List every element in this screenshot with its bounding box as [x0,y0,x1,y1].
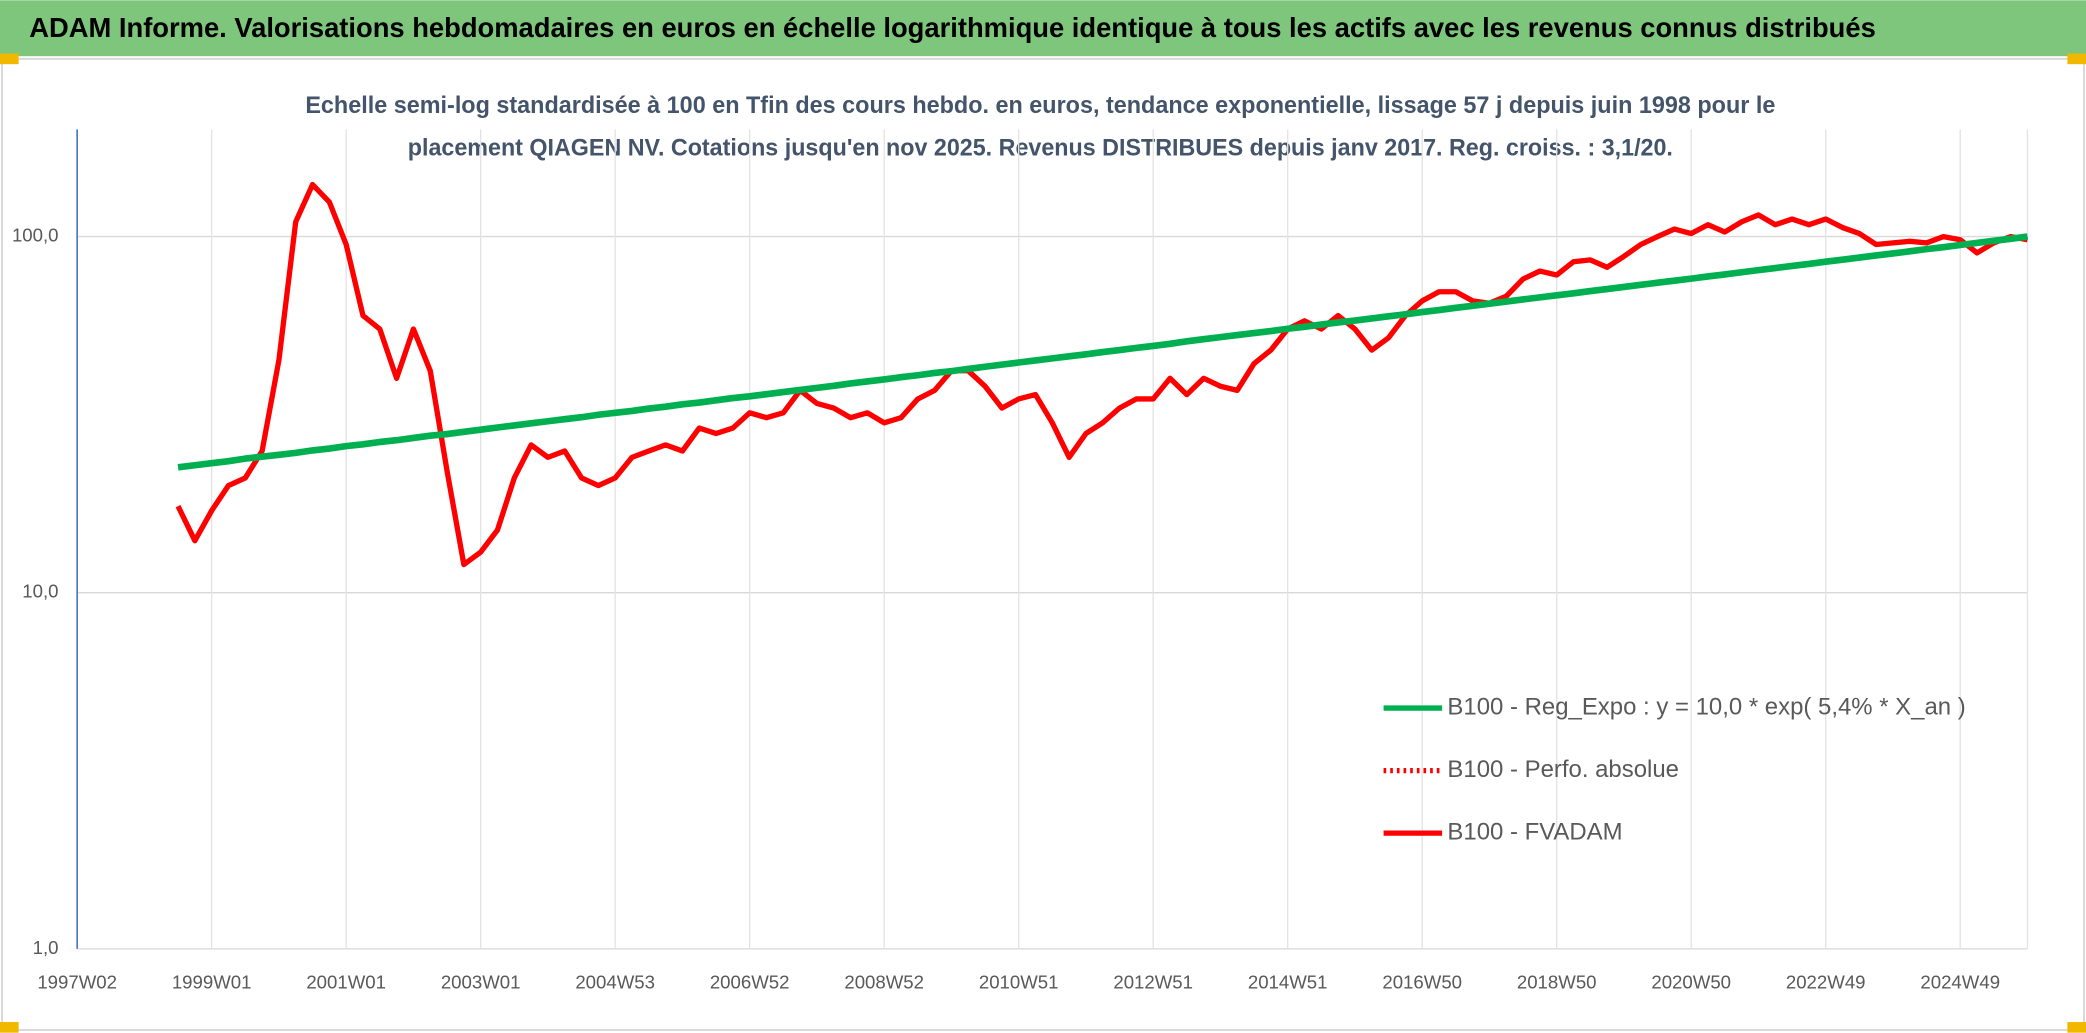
y-tick-label: 10,0 [22,581,58,602]
title-bar [0,0,2086,57]
x-tick-label: 1999W01 [172,971,252,992]
x-tick-label: 2004W53 [575,971,655,992]
series-line [175,181,2028,568]
legend-label: B100 - FVADAM [1447,818,1622,845]
x-tick-label: 2003W01 [441,971,521,992]
x-tick-label: 2010W51 [979,971,1059,992]
x-tick-label: 1997W02 [37,971,117,992]
x-tick-label: 2016W50 [1382,971,1462,992]
chart-subtitle: Echelle semi-log standardisée à 100 en T… [305,92,1775,119]
x-tick-label: 2018W50 [1517,971,1597,992]
frame [0,57,2086,1032]
x-tick-label: 2008W52 [844,971,924,992]
corner-mark [0,53,19,65]
x-tick-label: 2020W50 [1651,971,1731,992]
x-tick-label: 2001W01 [306,971,386,992]
y-tick-label: 1,0 [33,937,59,958]
chart-title: ADAM Informe. Valorisations hebdomadaire… [29,12,1876,43]
legend-label: B100 - Perfo. absolue [1447,756,1679,783]
corner-mark [0,1022,19,1033]
x-tick-label: 2006W52 [710,971,790,992]
legend-label: B100 - Reg_Expo : y = 10,0 * exp( 5,4% *… [1447,693,1965,720]
x-tick-label: 2012W51 [1113,971,1193,992]
y-tick-label: 100,0 [12,224,59,245]
series-line [177,233,2028,471]
x-tick-label: 2022W49 [1786,971,1866,992]
x-tick-label: 2014W51 [1248,971,1328,992]
corner-mark [2067,53,2086,65]
x-tick-label: 2024W49 [1920,971,2000,992]
corner-mark [2067,1022,2086,1033]
chart-subtitle: placement QIAGEN NV. Cotations jusqu'en … [408,135,1673,162]
